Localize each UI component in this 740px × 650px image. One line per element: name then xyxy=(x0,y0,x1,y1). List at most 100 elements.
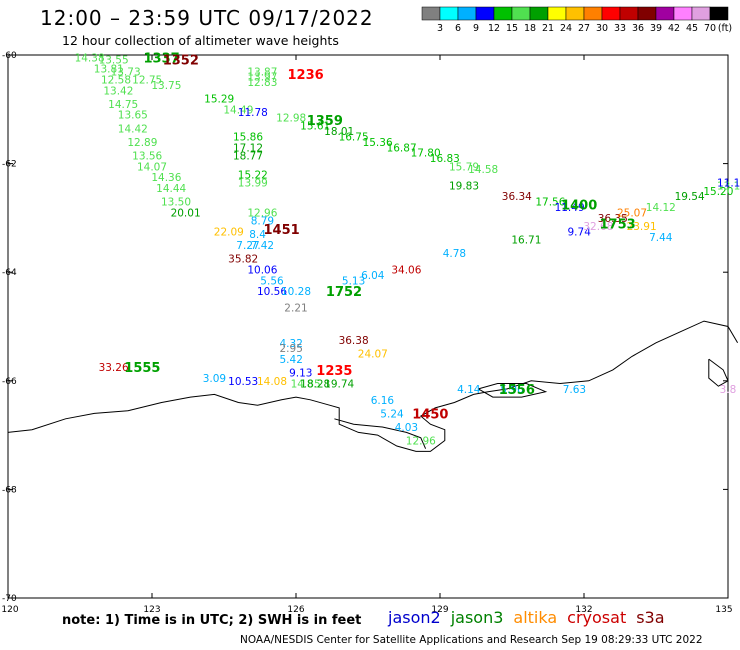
wave-height-value: 14.49 xyxy=(223,104,253,116)
map-subtitle: 12 hour collection of altimeter wave hei… xyxy=(62,33,339,48)
coastline xyxy=(7,320,739,452)
lon-label: 126 xyxy=(287,605,304,615)
lat-label: -68 xyxy=(2,485,17,495)
wave-height-value: 12.96 xyxy=(406,436,436,448)
wave-height-value: 15.29 xyxy=(204,93,234,105)
wave-height-value: 13.65 xyxy=(118,110,148,122)
pass-time-label: 1352 xyxy=(163,53,199,68)
legend-satellite-altika: altika xyxy=(513,608,558,627)
wave-height-value: 12.83 xyxy=(247,77,277,89)
coastline xyxy=(708,358,729,387)
wave-height-value: 7.42 xyxy=(251,240,274,252)
color-scale-tick: 18 xyxy=(524,23,536,34)
color-swatch xyxy=(709,6,729,21)
wave-height-value: 5.96 xyxy=(500,384,524,396)
wave-height-value: 13.97 xyxy=(247,72,277,84)
wave-height-value: 24.07 xyxy=(358,349,388,361)
wave-height-value: 4.78 xyxy=(443,248,466,260)
wave-height-value: 4.32 xyxy=(280,338,303,350)
wave-height-value: 10.56 xyxy=(257,286,287,298)
wave-height-value: 14.85 xyxy=(291,379,321,391)
lat-label: -66 xyxy=(2,377,17,387)
wave-height-value: 19.54 xyxy=(675,191,705,203)
wave-height-value: 9.74 xyxy=(568,226,592,238)
wave-height-value: 13.87 xyxy=(247,66,277,78)
wave-height-value: 14.07 xyxy=(137,161,167,173)
wave-height-value: 8.4 xyxy=(249,229,266,241)
pass-time-label: 1400 xyxy=(561,198,597,213)
wave-height-value: 13.42 xyxy=(103,85,133,97)
wave-height-value: 6.16 xyxy=(371,395,395,407)
pass-time-label: 1555 xyxy=(124,361,160,376)
lon-label: 132 xyxy=(575,605,592,615)
wave-height-value: 15.20 xyxy=(703,186,733,198)
wave-height-value: 14.42 xyxy=(118,123,148,135)
wave-height-value: 22.09 xyxy=(214,226,244,238)
satellite-legend: jason2 jason3 altika cryosat s3a xyxy=(388,608,675,627)
color-scale-tick: 30 xyxy=(596,23,608,34)
color-scale-tick: 70 xyxy=(704,23,716,34)
wave-height-value: 10.28 xyxy=(281,286,311,298)
wave-height-value: 14.44 xyxy=(156,183,186,195)
wave-height-value: 15.61 xyxy=(300,121,330,133)
wave-height-value: 36.34 xyxy=(502,191,532,203)
wave-height-value: 16.71 xyxy=(511,235,541,247)
lon-label: 123 xyxy=(143,605,160,615)
wave-height-value: 18.77 xyxy=(233,150,263,162)
footer-note: note: 1) Time is in UTC; 2) SWH is in fe… xyxy=(62,613,362,628)
wave-height-value: 18.28 xyxy=(300,379,330,391)
wave-height-value: 36.38 xyxy=(339,335,369,347)
wave-height-value: 17.12 xyxy=(233,142,263,154)
wave-height-value: 19.74 xyxy=(324,379,354,391)
color-scale-tick: 21 xyxy=(542,23,554,34)
wave-height-value: 15.36 xyxy=(363,137,393,149)
lat-label: -62 xyxy=(2,160,17,170)
wave-height-value: 13.75 xyxy=(151,80,181,92)
color-scale-tick: 27 xyxy=(578,23,590,34)
color-scale-tick: 3 xyxy=(437,23,443,34)
legend-satellite-jason2: jason2 xyxy=(388,608,441,627)
wave-height-value: 10.06 xyxy=(247,264,277,276)
wave-height-value: 14.58 xyxy=(468,164,498,176)
wave-height-value: 12.89 xyxy=(127,137,157,149)
wave-height-value: 12.75 xyxy=(132,74,162,86)
wave-height-value: 15.79 xyxy=(449,161,479,173)
color-scale-tick: 12 xyxy=(488,23,500,34)
wave-height-value: 3.09 xyxy=(203,373,226,385)
wave-height-value: 19.83 xyxy=(449,180,479,192)
wave-height-value: 11.19 xyxy=(717,178,740,190)
pass-time-label: 1359 xyxy=(307,114,343,129)
pass-time-label: 1752 xyxy=(326,285,362,300)
pass-time-label: 1753 xyxy=(600,217,636,232)
wave-height-value: 13.50 xyxy=(161,197,191,209)
wave-height-value: 7.44 xyxy=(649,232,673,244)
pass-time-label: 1236 xyxy=(288,68,324,83)
wave-height-value: 25.07 xyxy=(617,207,647,219)
wave-height-value: 5.56 xyxy=(260,275,284,287)
wave-height-value: 5.13 xyxy=(342,275,365,287)
wave-height-value: 34.06 xyxy=(391,264,421,276)
map-title: 12:00 – 23:59 UTC 09/17/2022 xyxy=(40,6,374,30)
lat-label: -64 xyxy=(2,268,17,278)
wave-height-value: 12.98 xyxy=(276,112,306,124)
lon-label: 129 xyxy=(431,605,448,615)
wave-height-value: 36.35 xyxy=(598,213,628,225)
color-scale-tick: 9 xyxy=(473,23,479,34)
wave-height-value: 13.19 xyxy=(717,180,740,192)
wave-height-value: 12.58 xyxy=(101,74,131,86)
wave-height-value: 18.01 xyxy=(324,126,354,138)
lon-label: 135 xyxy=(715,605,732,615)
wave-height-value: 17.56 xyxy=(535,197,565,209)
wave-height-value: 12.96 xyxy=(247,207,277,219)
color-scale-tick: 36 xyxy=(632,23,644,34)
wave-height-value: 32.68 xyxy=(583,221,613,233)
pass-time-label: 1451 xyxy=(264,223,300,238)
color-scale-tick: 15 xyxy=(506,23,518,34)
color-scale-tick: 6 xyxy=(455,23,461,34)
wave-height-value: 16.87 xyxy=(387,142,417,154)
color-scale-tick: 24 xyxy=(560,23,572,34)
lat-label: -60 xyxy=(2,51,17,61)
wave-height-value: 9.13 xyxy=(289,368,312,380)
wave-height-value: 35.82 xyxy=(228,254,258,266)
wave-height-value: 11.49 xyxy=(555,202,585,214)
